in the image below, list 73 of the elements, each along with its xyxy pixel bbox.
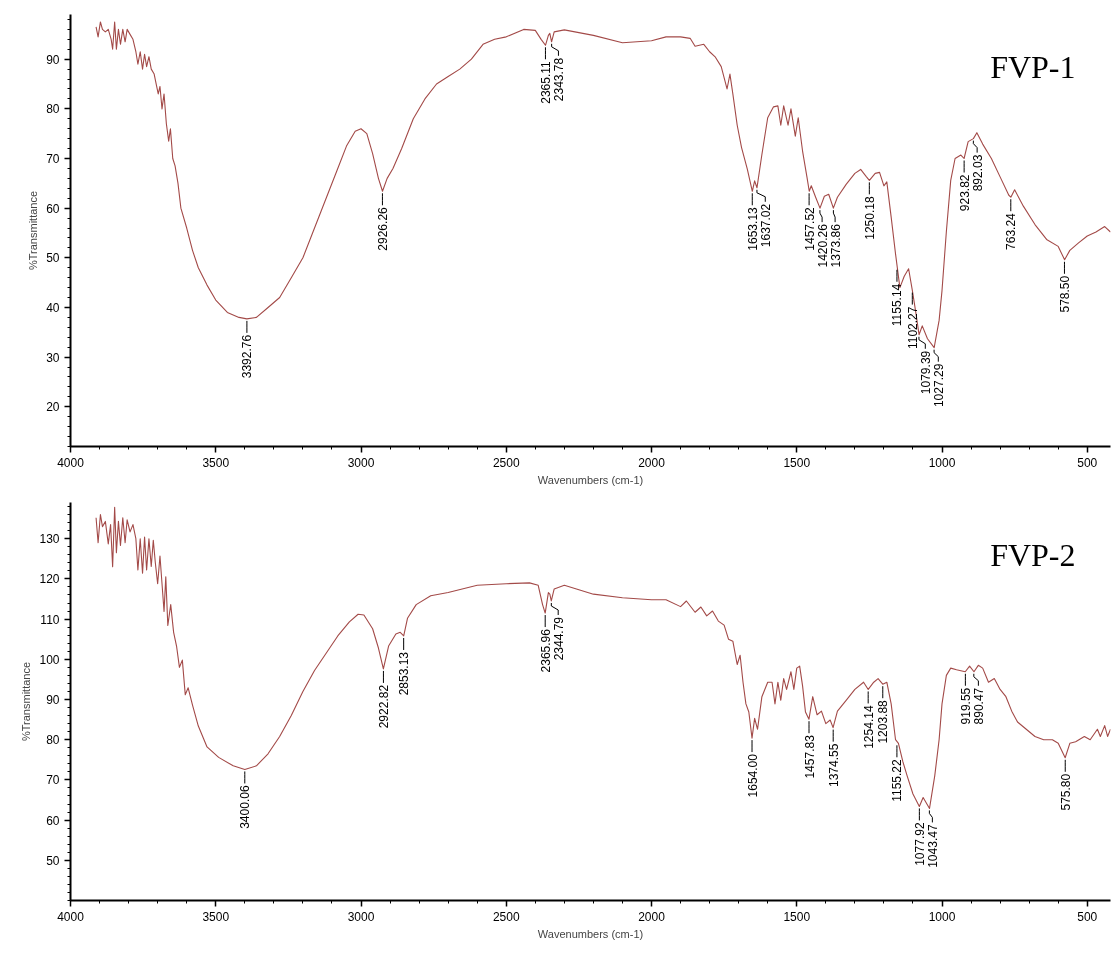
- annotation: 1155.22: [890, 758, 905, 802]
- x-tick-label: 3500: [202, 455, 230, 470]
- annotation: 1043.47: [925, 824, 940, 868]
- annotation: 2926.26: [375, 206, 390, 251]
- x-tick-label: 2500: [492, 909, 520, 924]
- annotation: 575.80: [1058, 773, 1073, 811]
- annotation: 1079.39: [918, 350, 933, 395]
- x-tick-label: 3000: [347, 909, 375, 924]
- y-tick-label: 40: [46, 300, 60, 315]
- annotation: 1155.14: [890, 283, 905, 327]
- annotation: 1254.14: [861, 705, 876, 749]
- y-tick-label: 70: [46, 152, 60, 166]
- y-tick-label: 80: [46, 733, 60, 748]
- annotation: 1457.83: [802, 734, 817, 779]
- text: FVP-1: [990, 48, 1076, 85]
- x-tick-label: 1500: [783, 455, 811, 470]
- annotation: 1654.00: [745, 753, 760, 798]
- y-tick-label: 50: [46, 251, 60, 266]
- annotation: 2922.82: [376, 684, 391, 729]
- x-tick-label: 1000: [928, 909, 956, 924]
- x-tick-label: 3500: [202, 909, 230, 924]
- x-tick-label: 2000: [638, 455, 666, 470]
- y-tick-label: 80: [46, 102, 60, 117]
- annotation: 3392.76: [240, 334, 255, 379]
- x-axis-title: Wavenumbers (cm-1): [537, 473, 644, 486]
- annotation: 3400.06: [238, 785, 253, 829]
- y-tick-label: 20: [46, 400, 60, 415]
- annotation: 763.24: [1004, 212, 1019, 250]
- annotation: 1637.02: [758, 203, 773, 248]
- y-tick-label: 90: [46, 52, 60, 67]
- y-tick-label: 90: [46, 692, 60, 707]
- annotation: 1653.13: [745, 206, 760, 251]
- annotation: 2365.11: [538, 60, 553, 104]
- x-tick-label: 1000: [928, 455, 956, 470]
- annotation: 1102.27: [905, 306, 920, 350]
- x-tick-label: 500: [1077, 909, 1098, 924]
- annotation: 1373.86: [828, 223, 843, 268]
- y-tick-label: 120: [39, 572, 60, 587]
- x-tick-label: 1500: [783, 909, 811, 924]
- y-tick-label: 50: [46, 853, 60, 868]
- y-axis-title: %Transmittance: [20, 661, 33, 742]
- annotation: 892.03: [970, 154, 985, 192]
- annotation: 923.82: [957, 174, 972, 212]
- y-tick-label: 100: [39, 652, 60, 667]
- annotation: 2344.79: [551, 616, 566, 661]
- y-tick-label: 110: [40, 612, 60, 627]
- y-tick-label: 130: [39, 532, 60, 547]
- annotation: 2343.78: [551, 57, 566, 102]
- annotation: 578.50: [1057, 275, 1072, 313]
- y-tick-label: 60: [46, 201, 60, 216]
- annotation: 1374.55: [826, 743, 841, 788]
- annotation: 2365.96: [538, 628, 553, 673]
- y-tick-label: 60: [46, 813, 60, 828]
- annotation: 1250.18: [862, 196, 877, 240]
- x-tick-label: 2000: [638, 909, 666, 924]
- text: FVP-2: [990, 536, 1076, 573]
- annotation: 890.47: [971, 687, 986, 725]
- annotation: 1077.92: [912, 822, 927, 866]
- x-tick-label: 2500: [492, 455, 520, 470]
- annotation: 1457.52: [802, 206, 817, 251]
- y-tick-label: 70: [46, 773, 60, 788]
- x-tick-label: 500: [1077, 455, 1098, 470]
- x-tick-label: 4000: [57, 909, 85, 924]
- annotation: 2853.13: [397, 651, 412, 696]
- annotation: 1027.29: [931, 363, 946, 408]
- x-tick-label: 3000: [347, 455, 375, 470]
- x-tick-label: 4000: [57, 455, 85, 470]
- annotation: 1420.26: [815, 223, 830, 268]
- annotation: 1203.88: [876, 699, 891, 744]
- annotation: 919.55: [958, 687, 973, 725]
- y-axis-title: %Transmittance: [27, 190, 40, 271]
- x-axis-title: Wavenumbers (cm-1): [537, 927, 644, 940]
- y-tick-label: 30: [46, 350, 60, 365]
